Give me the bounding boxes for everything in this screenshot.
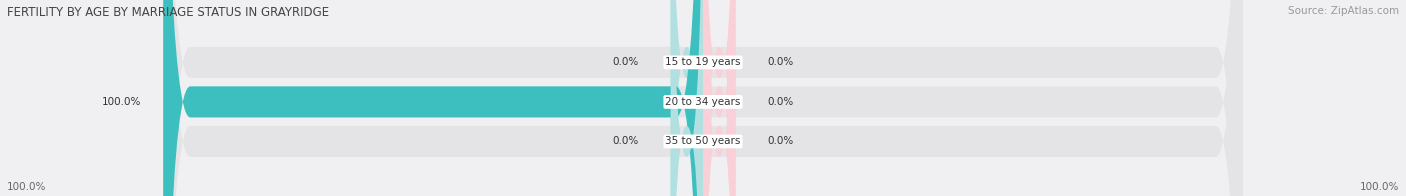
Text: 0.0%: 0.0% [768,57,794,67]
FancyBboxPatch shape [703,0,735,196]
Text: 0.0%: 0.0% [768,136,794,146]
FancyBboxPatch shape [163,0,1243,196]
FancyBboxPatch shape [163,0,703,196]
Text: 0.0%: 0.0% [612,57,638,67]
FancyBboxPatch shape [703,0,735,196]
Text: 35 to 50 years: 35 to 50 years [665,136,741,146]
FancyBboxPatch shape [671,0,703,196]
Text: Source: ZipAtlas.com: Source: ZipAtlas.com [1288,6,1399,16]
Text: 100.0%: 100.0% [1360,182,1399,192]
Text: 15 to 19 years: 15 to 19 years [665,57,741,67]
Text: 0.0%: 0.0% [768,97,794,107]
FancyBboxPatch shape [163,0,1243,196]
Text: FERTILITY BY AGE BY MARRIAGE STATUS IN GRAYRIDGE: FERTILITY BY AGE BY MARRIAGE STATUS IN G… [7,6,329,19]
FancyBboxPatch shape [703,0,735,196]
FancyBboxPatch shape [163,0,1243,196]
Text: 100.0%: 100.0% [103,97,142,107]
FancyBboxPatch shape [671,0,703,196]
Text: 100.0%: 100.0% [7,182,46,192]
Text: 0.0%: 0.0% [612,136,638,146]
Text: 20 to 34 years: 20 to 34 years [665,97,741,107]
